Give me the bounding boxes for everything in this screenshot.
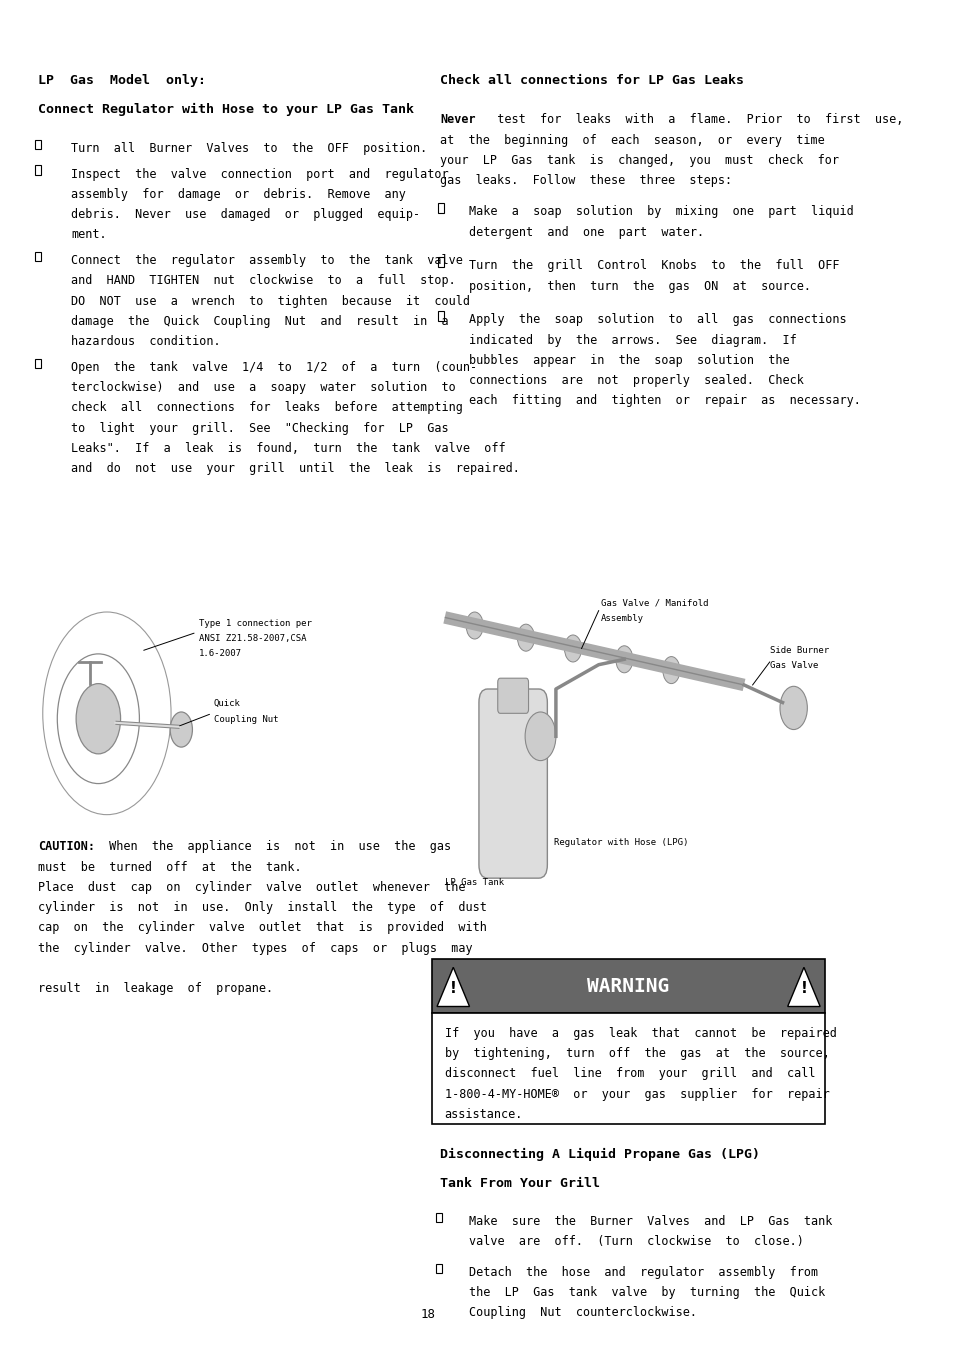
Text: position,  then  turn  the  gas  ON  at  source.: position, then turn the gas ON at source… bbox=[468, 280, 810, 293]
Text: Make  a  soap  solution  by  mixing  one  part  liquid: Make a soap solution by mixing one part … bbox=[468, 205, 853, 219]
Text: your  LP  Gas  tank  is  changed,  you  must  check  for: your LP Gas tank is changed, you must ch… bbox=[440, 154, 839, 168]
Polygon shape bbox=[787, 967, 820, 1006]
Text: Turn  the  grill  Control  Knobs  to  the  full  OFF: Turn the grill Control Knobs to the full… bbox=[468, 259, 839, 273]
FancyBboxPatch shape bbox=[432, 1013, 824, 1124]
Text: Disconnecting A Liquid Propane Gas (LPG): Disconnecting A Liquid Propane Gas (LPG) bbox=[440, 1148, 760, 1162]
Circle shape bbox=[466, 612, 483, 639]
Text: 1-800-4-MY-HOME®  or  your  gas  supplier  for  repair: 1-800-4-MY-HOME® or your gas supplier fo… bbox=[444, 1088, 828, 1101]
Text: and  HAND  TIGHTEN  nut  clockwise  to  a  full  stop.: and HAND TIGHTEN nut clockwise to a full… bbox=[71, 274, 456, 288]
Text: Gas Valve: Gas Valve bbox=[769, 661, 818, 670]
Text: disconnect  fuel  line  from  your  grill  and  call: disconnect fuel line from your grill and… bbox=[444, 1067, 815, 1081]
Text: bubbles  appear  in  the  soap  solution  the: bubbles appear in the soap solution the bbox=[468, 354, 788, 367]
Polygon shape bbox=[436, 967, 469, 1006]
Text: CAUTION:: CAUTION: bbox=[38, 840, 95, 854]
Text: Gas Valve / Manifold: Gas Valve / Manifold bbox=[600, 598, 708, 608]
Text: each  fitting  and  tighten  or  repair  as  necessary.: each fitting and tighten or repair as ne… bbox=[468, 394, 860, 408]
Text: to  light  your  grill.  See  "Checking  for  LP  Gas: to light your grill. See "Checking for L… bbox=[71, 422, 448, 435]
Text: LP  Gas  Model  only:: LP Gas Model only: bbox=[38, 74, 206, 88]
Text: Leaks".  If  a  leak  is  found,  turn  the  tank  valve  off: Leaks". If a leak is found, turn the tan… bbox=[71, 442, 505, 455]
Bar bbox=[437, 203, 443, 213]
Text: When  the  appliance  is  not  in  use  the  gas: When the appliance is not in use the gas bbox=[102, 840, 451, 854]
Text: cap  on  the  cylinder  valve  outlet  that  is  provided  with: cap on the cylinder valve outlet that is… bbox=[38, 921, 487, 935]
Text: DO  NOT  use  a  wrench  to  tighten  because  it  could: DO NOT use a wrench to tighten because i… bbox=[71, 295, 470, 308]
Text: assistance.: assistance. bbox=[444, 1108, 522, 1121]
FancyBboxPatch shape bbox=[478, 689, 547, 878]
Text: Never: Never bbox=[440, 113, 476, 127]
Text: debris.  Never  use  damaged  or  plugged  equip-: debris. Never use damaged or plugged equ… bbox=[71, 208, 419, 222]
Text: terclockwise)  and  use  a  soapy  water  solution  to: terclockwise) and use a soapy water solu… bbox=[71, 381, 456, 394]
Text: Quick: Quick bbox=[213, 698, 240, 708]
FancyBboxPatch shape bbox=[497, 678, 528, 713]
Text: If  you  have  a  gas  leak  that  cannot  be  repaired: If you have a gas leak that cannot be re… bbox=[444, 1027, 836, 1040]
Text: check  all  connections  for  leaks  before  attempting: check all connections for leaks before a… bbox=[71, 401, 462, 415]
Text: Apply  the  soap  solution  to  all  gas  connections: Apply the soap solution to all gas conne… bbox=[468, 313, 845, 327]
Text: gas  leaks.  Follow  these  three  steps:: gas leaks. Follow these three steps: bbox=[440, 174, 732, 188]
Text: and  do  not  use  your  grill  until  the  leak  is  repaired.: and do not use your grill until the leak… bbox=[71, 462, 519, 476]
Text: !: ! bbox=[800, 981, 806, 997]
Text: Check all connections for LP Gas Leaks: Check all connections for LP Gas Leaks bbox=[440, 74, 743, 88]
Text: valve  are  off.  (Turn  clockwise  to  close.): valve are off. (Turn clockwise to close.… bbox=[468, 1235, 802, 1248]
Text: Detach  the  hose  and  regulator  assembly  from: Detach the hose and regulator assembly f… bbox=[468, 1266, 817, 1279]
Text: at  the  beginning  of  each  season,  or  every  time: at the beginning of each season, or ever… bbox=[440, 134, 824, 147]
Text: Connect Regulator with Hose to your LP Gas Tank: Connect Regulator with Hose to your LP G… bbox=[38, 103, 414, 116]
Text: ment.: ment. bbox=[71, 228, 107, 242]
Text: Regulator with Hose (LPG): Regulator with Hose (LPG) bbox=[554, 838, 688, 847]
Circle shape bbox=[780, 686, 806, 730]
Text: Inspect  the  valve  connection  port  and  regulator: Inspect the valve connection port and re… bbox=[71, 168, 448, 181]
Text: damage  the  Quick  Coupling  Nut  and  result  in  a: damage the Quick Coupling Nut and result… bbox=[71, 315, 448, 328]
Bar bbox=[35, 139, 41, 150]
Text: result  in  leakage  of  propane.: result in leakage of propane. bbox=[38, 982, 274, 996]
Text: Coupling Nut: Coupling Nut bbox=[213, 715, 278, 724]
Text: must  be  turned  off  at  the  tank.: must be turned off at the tank. bbox=[38, 861, 302, 874]
Text: test  for  leaks  with  a  flame.  Prior  to  first  use,: test for leaks with a flame. Prior to fi… bbox=[483, 113, 902, 127]
Text: Side Burner: Side Burner bbox=[769, 646, 828, 655]
Text: assembly  for  damage  or  debris.  Remove  any: assembly for damage or debris. Remove an… bbox=[71, 188, 405, 201]
Circle shape bbox=[517, 624, 534, 651]
Text: Connect  the  regulator  assembly  to  the  tank  valve: Connect the regulator assembly to the ta… bbox=[71, 254, 462, 267]
Text: !: ! bbox=[450, 981, 456, 997]
Text: connections  are  not  properly  sealed.  Check: connections are not properly sealed. Che… bbox=[468, 374, 802, 388]
Bar bbox=[437, 258, 443, 267]
Bar bbox=[35, 253, 41, 262]
Bar bbox=[35, 359, 41, 369]
Bar bbox=[437, 312, 443, 322]
Circle shape bbox=[524, 712, 556, 761]
Text: 1.6-2007: 1.6-2007 bbox=[199, 648, 242, 658]
Text: Type 1 connection per: Type 1 connection per bbox=[199, 619, 312, 628]
Circle shape bbox=[662, 657, 679, 684]
Text: 18: 18 bbox=[419, 1308, 435, 1321]
Text: WARNING: WARNING bbox=[587, 977, 669, 996]
Text: detergent  and  one  part  water.: detergent and one part water. bbox=[468, 226, 703, 239]
Text: cylinder  is  not  in  use.  Only  install  the  type  of  dust: cylinder is not in use. Only install the… bbox=[38, 901, 487, 915]
Text: Assembly: Assembly bbox=[600, 613, 643, 623]
Text: Make  sure  the  Burner  Valves  and  LP  Gas  tank: Make sure the Burner Valves and LP Gas t… bbox=[468, 1215, 831, 1228]
Text: LP Gas Tank: LP Gas Tank bbox=[444, 878, 503, 888]
FancyBboxPatch shape bbox=[432, 959, 824, 1013]
Text: hazardous  condition.: hazardous condition. bbox=[71, 335, 220, 349]
Text: Place  dust  cap  on  cylinder  valve  outlet  whenever  the: Place dust cap on cylinder valve outlet … bbox=[38, 881, 465, 894]
Circle shape bbox=[564, 635, 581, 662]
Text: the  LP  Gas  tank  valve  by  turning  the  Quick: the LP Gas tank valve by turning the Qui… bbox=[468, 1286, 824, 1300]
Text: indicated  by  the  arrows.  See  diagram.  If: indicated by the arrows. See diagram. If bbox=[468, 334, 796, 347]
Text: Coupling  Nut  counterclockwise.: Coupling Nut counterclockwise. bbox=[468, 1306, 696, 1320]
Circle shape bbox=[170, 712, 193, 747]
Text: the  cylinder  valve.  Other  types  of  caps  or  plugs  may: the cylinder valve. Other types of caps … bbox=[38, 942, 473, 955]
Text: ANSI Z21.58-2007,CSA: ANSI Z21.58-2007,CSA bbox=[199, 634, 307, 643]
Circle shape bbox=[76, 684, 120, 754]
Text: by  tightening,  turn  off  the  gas  at  the  source,: by tightening, turn off the gas at the s… bbox=[444, 1047, 828, 1061]
Text: Open  the  tank  valve  1/4  to  1/2  of  a  turn  (coun-: Open the tank valve 1/4 to 1/2 of a turn… bbox=[71, 361, 476, 374]
Bar bbox=[436, 1213, 441, 1221]
Bar bbox=[436, 1265, 441, 1273]
Circle shape bbox=[615, 646, 632, 673]
Text: Turn  all  Burner  Valves  to  the  OFF  position.: Turn all Burner Valves to the OFF positi… bbox=[71, 142, 427, 155]
Bar bbox=[35, 166, 41, 176]
Text: Tank From Your Grill: Tank From Your Grill bbox=[440, 1177, 599, 1190]
